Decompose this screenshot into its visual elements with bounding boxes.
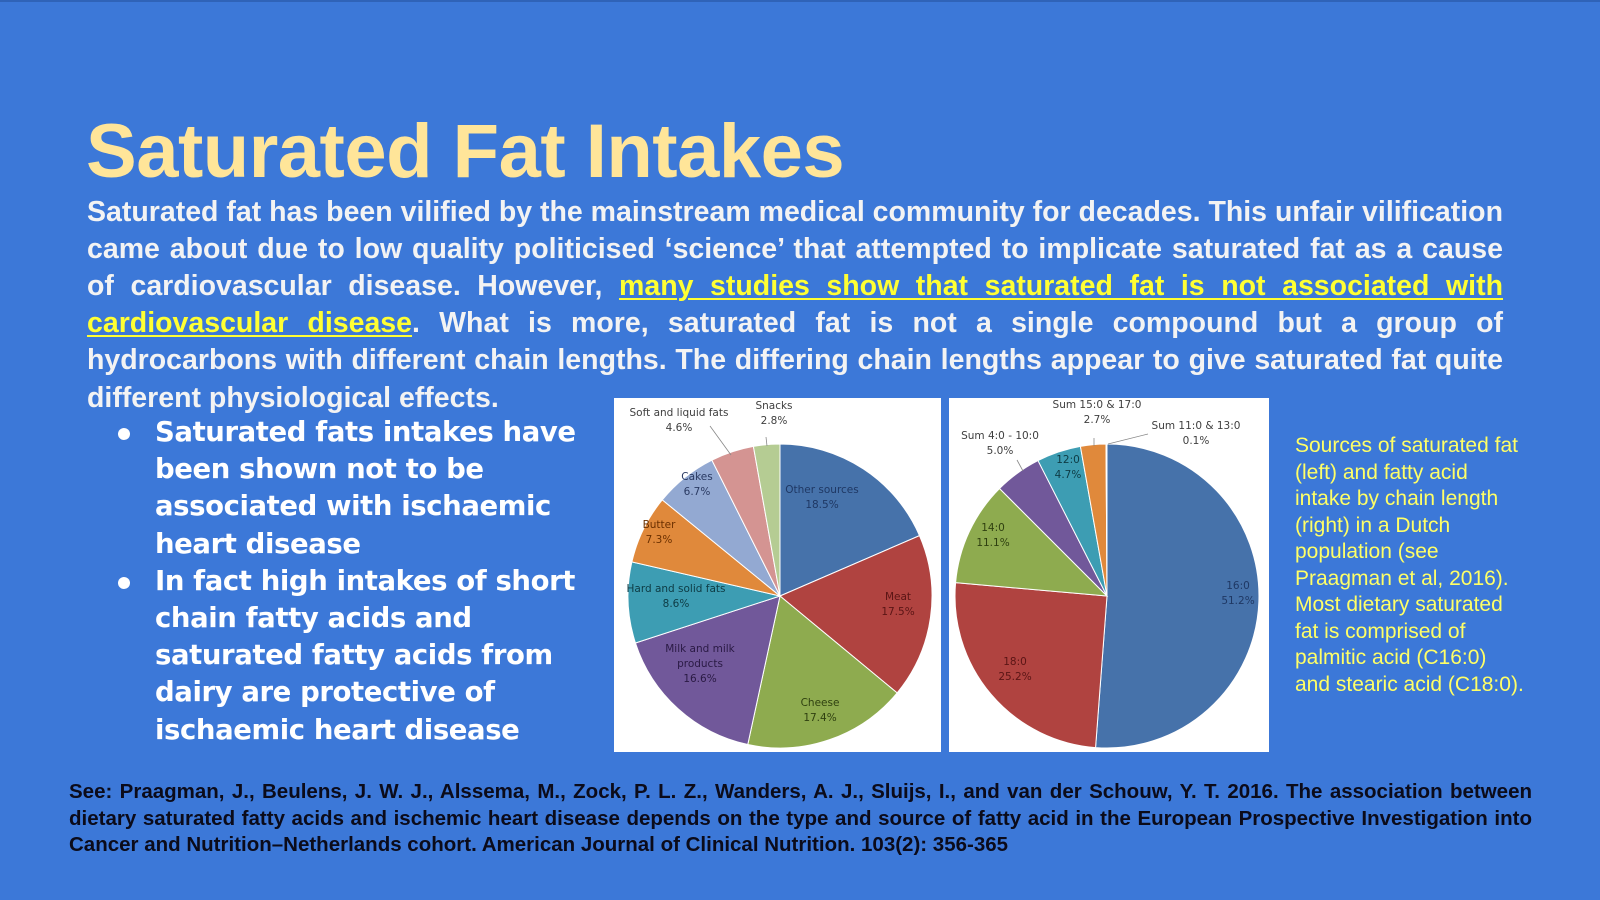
intro-text-after: . What is more, saturated fat is not a s… (87, 307, 1503, 414)
bullet-item: In fact high intakes of short chain fatt… (110, 563, 580, 749)
chart-caption: Sources of saturated fat (left) and fatt… (1295, 434, 1524, 696)
intro-paragraph: Saturated fat has been vilified by the m… (87, 194, 1503, 417)
bullet-list: Saturated fats intakes have been shown n… (110, 414, 580, 749)
reference-citation: See: Praagman, J., Beulens, J. W. J., Al… (69, 780, 1532, 856)
highlighted-link[interactable]: many studies show that saturated fat is … (87, 269, 1503, 340)
bullet-item: Saturated fats intakes have been shown n… (110, 414, 580, 563)
intro-text-before: Saturated fat has been vilified by the m… (87, 195, 1503, 302)
pie-chart-chain-length-panel (949, 398, 1269, 752)
bullet-dot-icon (118, 576, 130, 589)
slide-title: Saturated Fat Intakes (86, 108, 845, 194)
bullet-dot-icon (118, 428, 130, 440)
pie-chart-sources-panel (614, 398, 941, 752)
bullet-text: Saturated fats intakes have been shown n… (155, 416, 576, 560)
bullet-text: In fact high intakes of short chain fatt… (155, 564, 575, 746)
slide-top-edge (0, 0, 1600, 2)
